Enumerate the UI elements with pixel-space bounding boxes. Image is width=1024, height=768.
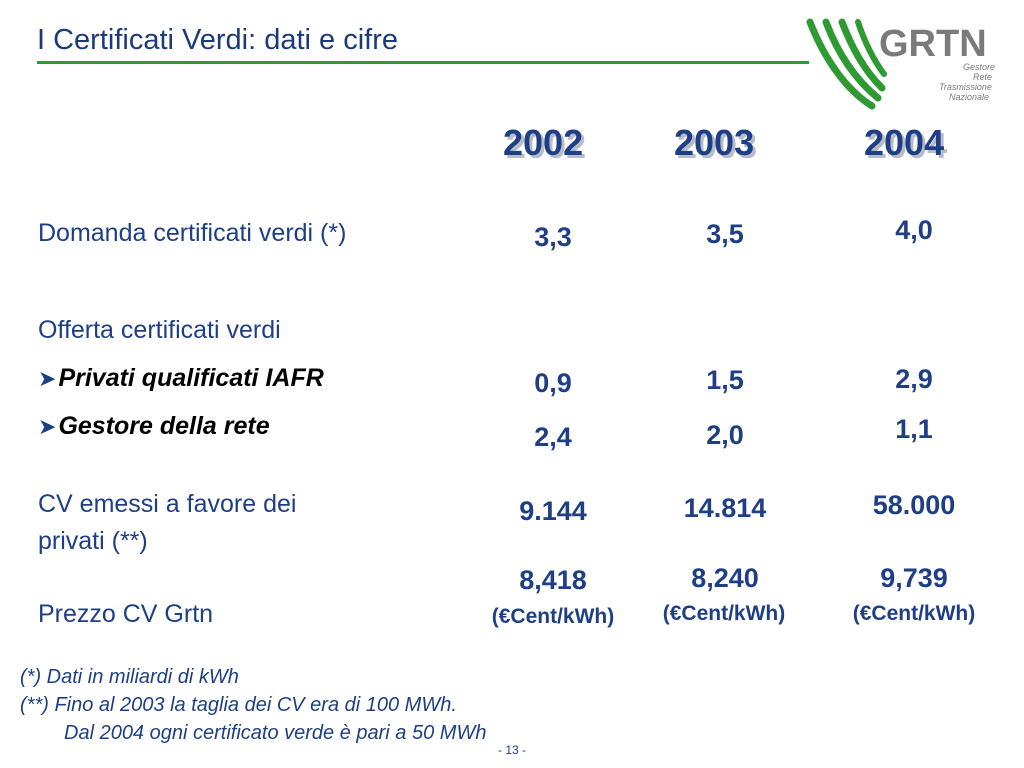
value-gestore-2004: 1,1 xyxy=(895,414,933,444)
logo-line1: Gestore xyxy=(963,62,995,72)
row-label-prezzo: Prezzo CV Grtn xyxy=(38,600,214,628)
logo-line3: Trasmissione xyxy=(939,82,992,92)
grtn-logo: GRTN Gestore Rete Trasmissione Nazionale xyxy=(806,18,1011,110)
value-cv-emessi-2003: 14.814 xyxy=(683,493,767,523)
value-privati-2004: 2,9 xyxy=(895,364,933,394)
row-label-offerta: Offerta certificati verdi xyxy=(38,316,281,344)
row-label-cv-emessi-line1: CV emessi a favore dei xyxy=(38,490,297,518)
row-label-privati-text: Privati qualificati IAFR xyxy=(58,364,324,392)
unit-prezzo-2004: (€Cent/kWh) xyxy=(852,602,976,625)
title-underline xyxy=(37,61,809,64)
unit-prezzo-2002: (€Cent/kWh) xyxy=(491,605,615,628)
logo-line4: Nazionale xyxy=(949,92,989,102)
logo-text: GRTN xyxy=(879,23,987,65)
value-domanda-2002: 3,3 xyxy=(534,222,572,252)
value-cv-emessi-2004: 58.000 xyxy=(872,490,956,520)
page-title: I Certificati Verdi: dati e cifre xyxy=(37,24,399,56)
row-label-domanda: Domanda certificati verdi (*) xyxy=(38,219,347,247)
value-prezzo-2002: 8,418 xyxy=(519,565,587,595)
unit-prezzo-2003: (€Cent/kWh) xyxy=(662,602,786,625)
year-2004: 2004 xyxy=(864,122,945,163)
footnote-2: (**) Fino al 2003 la taglia dei CV era d… xyxy=(20,694,457,716)
bullet-arrow-icon: ➤ xyxy=(38,366,57,391)
row-label-gestore-text: Gestore della rete xyxy=(58,412,270,440)
year-2003: 2003 xyxy=(674,122,755,163)
value-privati-2003: 1,5 xyxy=(706,365,744,395)
value-cv-emessi-2002: 9.144 xyxy=(519,496,587,526)
value-gestore-2002: 2,4 xyxy=(534,422,572,452)
bullet-arrow-icon: ➤ xyxy=(38,414,57,439)
value-gestore-2003: 2,0 xyxy=(706,420,744,450)
footnote-1: (*) Dati in miliardi di kWh xyxy=(20,666,239,688)
value-prezzo-2003: 8,240 xyxy=(691,563,759,593)
row-label-cv-emessi-line2: privati (**) xyxy=(38,527,148,555)
footnote-3: Dal 2004 ogni certificato verde è pari a… xyxy=(64,722,487,744)
page-number: - 13 - xyxy=(497,743,526,757)
value-domanda-2003: 3,5 xyxy=(706,219,744,249)
value-domanda-2004: 4,0 xyxy=(895,215,933,245)
row-label-gestore: ➤Gestore della rete xyxy=(38,412,270,441)
grtn-logo-icon: GRTN Gestore Rete Trasmissione Nazionale xyxy=(806,18,995,110)
logo-line2: Rete xyxy=(973,72,992,82)
value-privati-2002: 0,9 xyxy=(534,368,572,398)
row-label-privati: ➤Privati qualificati IAFR xyxy=(38,364,324,393)
value-prezzo-2004: 9,739 xyxy=(880,563,948,593)
year-2002: 2002 xyxy=(503,122,584,163)
